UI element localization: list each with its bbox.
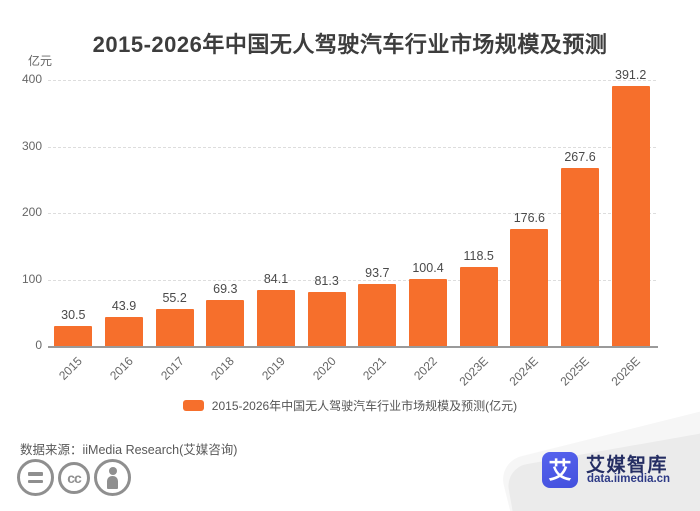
license-icons-row: cc — [17, 459, 131, 496]
bar-2015 — [54, 325, 93, 346]
bar-2022 — [409, 279, 447, 346]
y-tick-label: 200 — [21, 205, 42, 219]
bar-value-label: 84.1 — [263, 272, 289, 287]
gridline-400 — [48, 80, 656, 81]
bar-2017 — [155, 309, 194, 346]
y-tick-label: 100 — [21, 271, 42, 286]
equals-icon — [17, 459, 54, 496]
y-tick-label: 300 — [21, 138, 42, 153]
brand-name: 艾媒智库 — [586, 455, 669, 476]
chart-legend: 2015-2026年中国无人驾驶汽车行业市场规模及预测(亿元) — [0, 397, 700, 414]
bar-2018 — [206, 299, 245, 346]
legend-label: 2015-2026年中国无人驾驶汽车行业市场规模及预测(亿元) — [211, 399, 518, 413]
person-icon — [94, 459, 131, 496]
bar-value-label: 55.2 — [162, 291, 187, 306]
chart-title: 2015-2026年中国无人驾驶汽车行业市场规模及预测 — [92, 32, 608, 57]
data-source-text: 数据来源：iiMedia Research(艾媒咨询) — [20, 443, 238, 457]
bar-value-label: 391.2 — [615, 67, 647, 82]
brand-url: data.iimedia.cn — [587, 473, 671, 485]
bar-value-label: 267.6 — [564, 150, 596, 165]
legend-swatch — [182, 400, 204, 411]
y-tick-label: 0 — [35, 338, 42, 352]
gridline-100 — [48, 279, 656, 281]
bar-2023E — [459, 267, 498, 346]
bar-2021 — [358, 283, 397, 346]
y-tick-label: 400 — [21, 72, 42, 86]
bar-2016 — [105, 316, 143, 346]
bar-value-label: 30.5 — [61, 307, 86, 322]
bar-value-label: 93.7 — [365, 265, 390, 280]
y-axis-unit-label: 亿元 — [28, 54, 53, 68]
bar-value-label: 100.4 — [412, 261, 444, 276]
bar-value-label: 118.5 — [463, 249, 494, 264]
bar-value-label: 69.3 — [213, 281, 238, 296]
gridline-200 — [48, 213, 656, 214]
gridline-300 — [48, 146, 656, 148]
bar-value-label: 43.9 — [111, 298, 137, 313]
cc-icon: cc — [58, 461, 90, 494]
iimedia-logo-icon: 艾 — [542, 452, 578, 488]
bar-value-label: 81.3 — [314, 273, 339, 288]
logo-glyph: 艾 — [548, 456, 572, 483]
bar-2026E — [611, 85, 650, 346]
x-axis-line — [48, 346, 658, 348]
bar-2024E — [510, 228, 549, 346]
bar-2025E — [561, 168, 599, 346]
bar-2020 — [307, 291, 346, 346]
bar-value-label: 176.6 — [513, 210, 545, 225]
bar-2019 — [257, 290, 295, 346]
